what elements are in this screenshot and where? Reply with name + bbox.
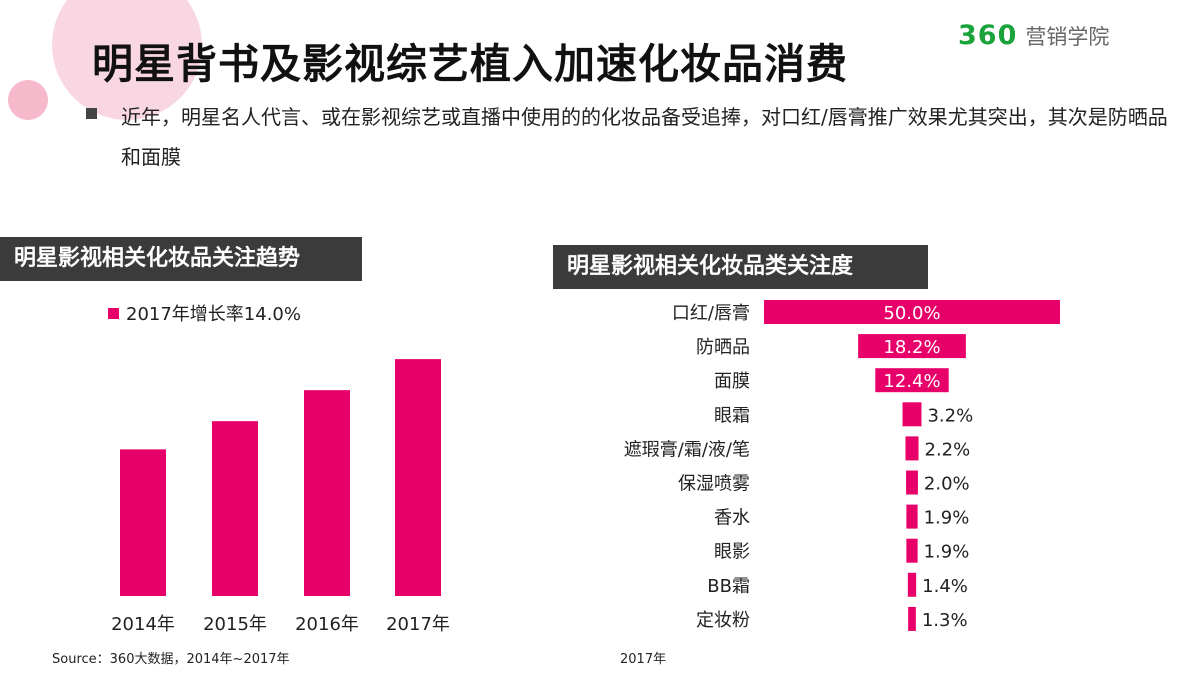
category-value-label: 2.2% <box>925 439 971 460</box>
category-value-label: 2.0% <box>924 474 970 495</box>
category-bar <box>906 504 918 529</box>
category-value-label: 1.9% <box>924 542 970 563</box>
category-bar <box>906 538 918 563</box>
trend-bar <box>395 359 441 596</box>
trend-legend: 2017年增长率14.0% <box>108 300 301 326</box>
intro-bullet-text: 近年，明星名人代言、或在影视综艺或直播中使用的的化妆品备受追捧，对口红/唇膏推广… <box>121 105 1168 169</box>
page-title: 明星背书及影视综艺植入加速化妆品消费 <box>92 40 848 88</box>
category-bar <box>905 436 919 461</box>
bullet-square-icon <box>86 108 97 119</box>
category-bar <box>906 470 918 495</box>
category-value-label: 1.3% <box>922 610 968 631</box>
trend-x-tick-label: 2015年 <box>203 614 267 635</box>
trend-x-tick-label: 2016年 <box>295 614 359 635</box>
legend-swatch <box>108 307 119 319</box>
logo-text: 营销学院 <box>1025 24 1110 49</box>
trend-bar <box>120 449 166 596</box>
category-bar <box>875 368 949 393</box>
category-value-label: 1.9% <box>924 508 970 529</box>
category-label: 保湿喷雾 <box>678 474 750 495</box>
category-label: BB霜 <box>707 576 750 597</box>
trend-x-tick-label: 2017年 <box>386 614 450 635</box>
category-label: 遮瑕膏/霜/液/笔 <box>624 438 750 460</box>
category-label: 面膜 <box>714 371 750 392</box>
category-value-label: 3.2% <box>927 405 973 426</box>
legend-label: 2017年增长率14.0% <box>126 304 301 325</box>
category-label: 眼影 <box>714 542 750 563</box>
category-bar <box>858 334 966 359</box>
brand-logo: 360 营销学院 <box>958 20 1109 51</box>
category-bar <box>902 402 922 427</box>
category-value-label: 18.2% <box>883 337 940 358</box>
category-bar <box>907 572 917 597</box>
trend-bar <box>212 421 258 596</box>
left-chart-heading: 明星影视相关化妆品关注趋势 <box>0 237 362 281</box>
category-label: 防晒品 <box>696 337 750 358</box>
category-label: 定妆粉 <box>696 610 750 631</box>
category-label: 眼霜 <box>714 405 750 426</box>
category-label: 口红/唇膏 <box>672 302 750 324</box>
logo-number: 360 <box>958 20 1018 51</box>
category-bar <box>764 300 1060 324</box>
category-bar <box>908 606 916 631</box>
category-value-label: 12.4% <box>883 371 940 392</box>
category-value-label: 1.4% <box>922 576 968 597</box>
right-chart-heading: 明星影视相关化妆品类关注度 <box>553 245 928 289</box>
decor-circle-small <box>8 80 48 120</box>
year-note: 2017年 <box>620 652 667 667</box>
source-note: Source：360大数据，2014年~2017年 <box>52 652 290 667</box>
category-value-label: 50.0% <box>883 303 940 324</box>
trend-bar <box>304 390 350 596</box>
category-label: 香水 <box>714 508 750 529</box>
decor-circle-large <box>52 0 202 120</box>
trend-x-tick-label: 2014年 <box>111 614 175 635</box>
